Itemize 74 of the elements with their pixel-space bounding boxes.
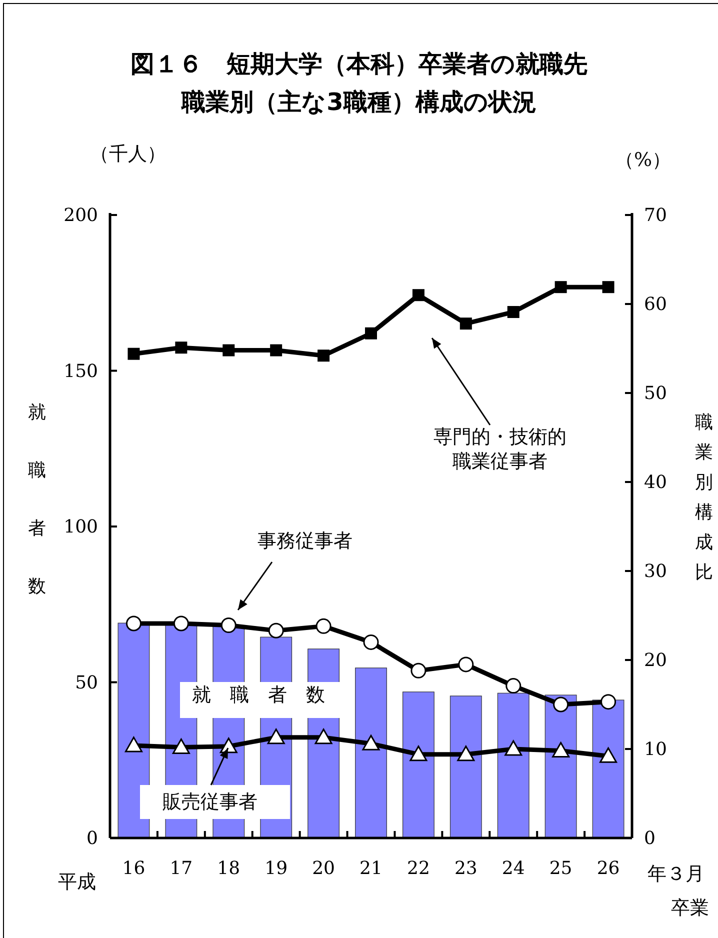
point [175,342,188,354]
point [172,738,190,754]
y-tick-label: 100 [64,516,98,538]
y2-tick-label: 30 [644,561,667,582]
bar [402,692,434,838]
y2-tick-label: 0 [644,828,656,849]
y2-tick-label: 70 [644,205,667,226]
point [128,348,140,360]
point [600,694,616,710]
point [412,289,424,302]
bar [118,622,150,838]
y-tick-label: 200 [64,205,98,226]
point [316,618,332,634]
point [314,728,332,744]
bar [497,692,530,838]
x-tick-label: 17 [170,858,193,879]
bar [355,668,387,838]
point [457,746,475,762]
y2-tick-label: 50 [644,383,667,404]
point [365,327,377,340]
point [410,746,428,762]
x-tick-label: 25 [549,858,572,879]
x-tick-label: 24 [502,858,525,879]
point [507,306,520,318]
point [460,318,472,330]
bar [450,696,482,838]
text: 年３月卒業 [648,863,709,919]
text: （千人） [90,143,166,165]
point [504,740,522,756]
y2-tick-label: 20 [644,650,667,671]
point [602,281,614,294]
point [270,344,282,356]
point [363,634,379,650]
point [458,656,474,672]
text: 就職者数 [28,402,46,597]
point [268,622,284,638]
point [173,616,189,632]
y2-tick-label: 10 [644,739,667,760]
x-tick-label: 20 [312,858,335,879]
point [124,736,142,752]
y-tick-label: 50 [75,672,98,694]
point [362,734,380,750]
chart-subtitle: 職業別（主な3職種）構成の状況 [180,88,536,116]
x-tick-label: 26 [596,858,620,879]
point [267,728,285,744]
point [222,344,235,356]
point [126,616,142,632]
x-tick-label: 16 [122,858,146,879]
y-tick-label: 0 [86,828,98,849]
x-tick-label: 19 [264,858,288,879]
x-tick-label: 23 [454,858,478,879]
point [600,747,618,763]
point [554,281,567,294]
chart-title: 図１６ 短期大学（本科）卒業者の就職先 [130,50,588,78]
series-label: 就職者数 [192,684,344,706]
legend-label: 販売従事者 [162,791,258,813]
point [553,696,569,712]
point [506,678,522,694]
text: 平成 [58,871,96,893]
x-tick-label: 22 [407,858,430,879]
text: 事務従事者 [258,530,352,552]
point [318,350,330,362]
bar [592,700,624,838]
text: （%） [614,149,672,171]
point [220,618,236,634]
text: 専門的・技術的職業従事者 [434,426,566,473]
y2-tick-label: 40 [644,472,667,493]
y-tick-label: 150 [64,360,98,382]
x-tick-label: 21 [360,858,382,879]
x-tick-label: 18 [217,858,240,879]
point [410,662,426,678]
y2-axis-title: 職業別構成比 [695,412,713,583]
y2-tick-label: 60 [644,294,667,315]
point [552,742,570,758]
